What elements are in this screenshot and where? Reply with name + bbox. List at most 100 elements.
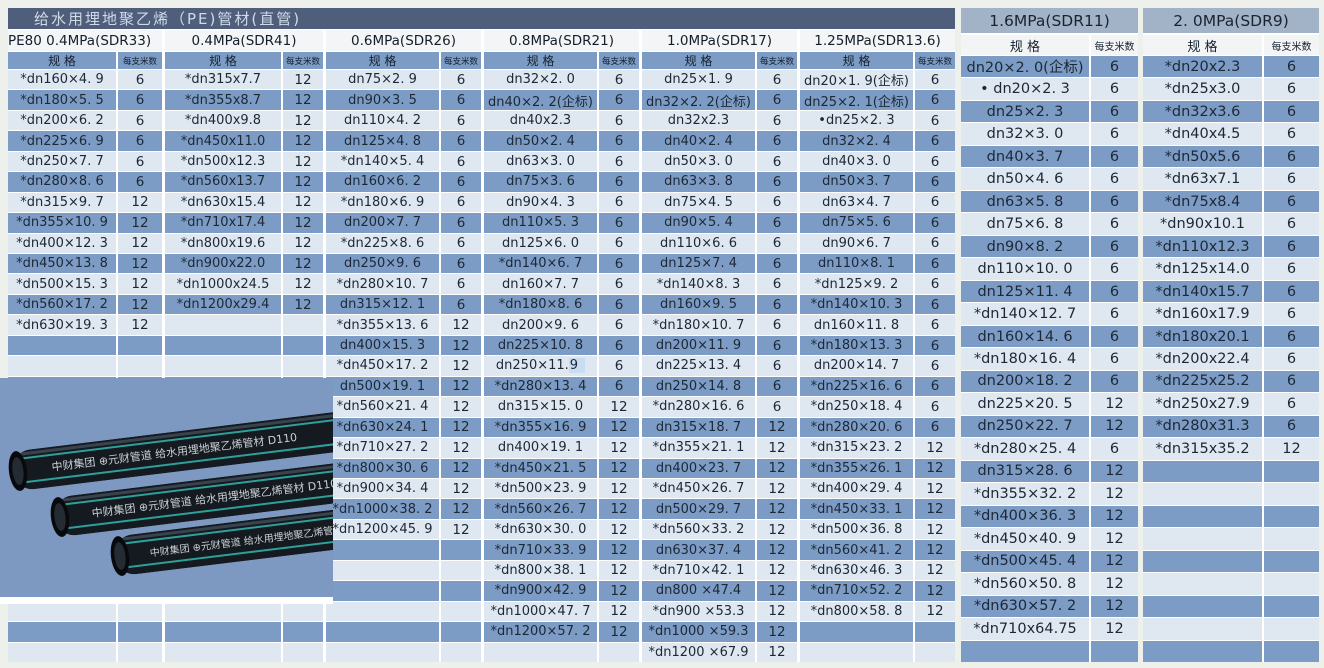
spec-column-header: 规 格 [8,52,116,69]
meters-cell: 12 [283,151,323,172]
meters-cell: 6 [1264,393,1319,415]
group-rows: dn20×2. 0(企标) 6 • dn20×2. 3 6 dn25×2. 3 6 dn32… [961,56,1138,662]
meters-cell [1264,460,1319,483]
meters-cell: 12 [915,458,955,478]
spec-cell: *dn315x35.2 [1143,438,1262,460]
spec-cell: *dn140×8. 3 [642,274,755,294]
spec-cell: *dn400x9.8 [165,110,281,131]
spec-cell: *dn560×21. 4 [326,397,439,417]
meters-cell: 12 [599,397,639,417]
spec-cell: dn75×4. 5 [642,192,755,213]
spec-cell: dn50×3. 0 [642,151,755,172]
spec-cell [1143,618,1262,640]
spec-cell: dn32×2. 2(企标) [642,90,755,110]
meters-cell [118,601,162,622]
pressure-header: 1.25MPa(SDR13.6) [800,30,955,52]
meters-cell: 6 [915,356,955,376]
spec-cell: dn125×11. 4 [961,280,1089,303]
spec-cell: *dn500×23. 9 [484,478,597,499]
meters-cell: 6 [915,254,955,274]
meters-cell: 12 [915,601,955,622]
spec-cell: dn110×5. 3 [484,213,597,233]
spec-cell: *dn710×27. 2 [326,438,439,458]
spec-cell: *dn280×25. 4 [961,438,1089,460]
spec-cell: *dn1200×45. 9 [326,519,439,540]
spec-cell [1143,483,1262,505]
meters-cell: 6 [915,110,955,131]
meters-cell: 12 [599,581,639,601]
spec-cell: dn50×4. 6 [961,168,1089,190]
meters-cell: 6 [757,192,797,213]
spec-cell: *dn125x14.0 [1143,258,1262,280]
meters-cell: 12 [757,458,797,478]
spec-cell: dn225×10. 8 [484,335,597,356]
meters-cell: 12 [915,560,955,581]
meters-cell: 6 [1264,235,1319,258]
meters-cell: 6 [915,213,955,233]
spec-cell [961,640,1089,662]
spec-cell: *dn160x17.9 [1143,303,1262,325]
spec-column-header: 规 格 [165,52,281,69]
meters-cell: 6 [441,151,481,172]
pressure-header: 0.4MPa(SDR41) [165,30,323,52]
meters-cell: 6 [441,172,481,192]
meters-cell: 6 [757,110,797,131]
spec-cell: dn40×3. 7 [961,145,1089,168]
spec-cell: dn200×9. 6 [484,315,597,335]
meters-cell: 12 [915,581,955,601]
spec-cell: *dn560×33. 2 [642,519,755,540]
meters-cell: 6 [1091,145,1138,168]
meters-cell: 6 [757,356,797,376]
pressure-group: 1.25MPa(SDR13.6) 规 格每支米数 dn20×1. 9(企标) 6 dn2… [800,30,955,662]
meters-column-header: 每支米数 [1091,35,1138,55]
meters-cell: 12 [757,478,797,499]
spec-cell: *dn450×33. 1 [800,499,913,519]
meters-cell: 12 [283,172,323,192]
spec-cell: *dn50x5.6 [1143,145,1262,168]
pressure-header: 2. 0MPa(SDR9) [1143,8,1319,35]
spec-cell: *dn355×16. 9 [484,417,597,438]
spec-cell: *dn450×13. 8 [8,254,116,274]
pressure-header: PE80 0.4MPa(SDR33) [8,30,162,52]
meters-cell: 6 [1091,168,1138,190]
meters-cell: 6 [599,315,639,335]
meters-cell: 6 [757,315,797,335]
spec-cell: dn225×13. 4 [642,356,755,376]
spec-cell: dn315×28. 6 [961,460,1089,483]
spec-cell: *dn800×30. 6 [326,458,439,478]
meters-column-header: 每支米数 [915,52,955,69]
spec-cell: *dn1200x29.4 [165,294,281,315]
meters-cell: 12 [283,274,323,294]
meters-cell: 6 [599,376,639,397]
spec-cell: *dn450×40. 9 [961,528,1089,550]
spec-cell: dn110×6. 6 [642,233,755,254]
meters-cell: 6 [118,70,162,90]
meters-cell [1091,640,1138,662]
meters-cell: 6 [1264,415,1319,438]
meters-cell [283,622,323,642]
spec-cell: *dn400×12. 3 [8,233,116,254]
spec-cell: dn250×11. 9 [484,356,597,376]
meters-cell [118,622,162,642]
meters-cell: 6 [1091,325,1138,348]
meters-cell: 6 [1264,303,1319,325]
spec-cell: *dn110x12.3 [1143,235,1262,258]
spec-cell [1143,640,1262,662]
spec-cell: • dn20×2. 3 [961,78,1089,100]
spec-cell: *dn140x15.7 [1143,280,1262,303]
meters-cell [441,540,481,560]
meters-cell: 6 [915,233,955,254]
meters-cell: 6 [915,294,955,315]
spec-cell [165,622,281,642]
meters-cell: 6 [441,213,481,233]
meters-cell: 6 [1264,56,1319,78]
column-headers: 规 格每支米数 [326,52,481,70]
spec-cell: *dn630×24. 1 [326,417,439,438]
meters-cell [118,335,162,356]
meters-cell: 12 [118,254,162,274]
spec-cell: dn25×2. 3 [961,100,1089,123]
meters-cell: 6 [441,90,481,110]
spec-table-right: 1.6MPa(SDR11) 规 格每支米数 dn20×2. 0(企标) 6 • dn20… [961,8,1319,662]
